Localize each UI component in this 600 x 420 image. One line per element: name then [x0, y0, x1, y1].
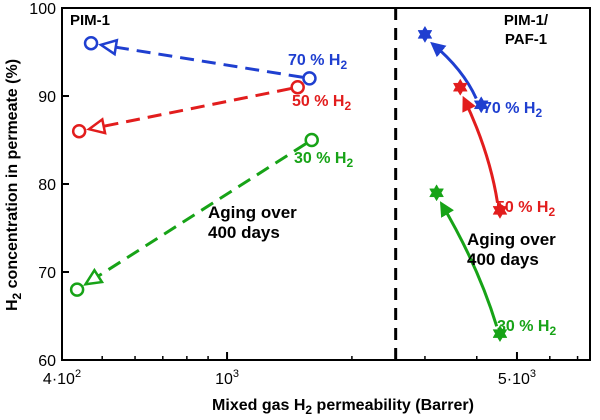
x-tick-label: 5·103: [498, 368, 536, 388]
annotation-left: Aging over 400 days: [208, 203, 297, 242]
y-tick-label: 60: [38, 353, 56, 370]
data-point: [304, 132, 319, 148]
data-point: [71, 123, 87, 139]
panel-title-left: PIM-1: [70, 12, 110, 29]
data-point: [492, 325, 508, 343]
y-tick-label: 80: [38, 177, 56, 194]
panel-title-right: PIM-1/PAF-1: [504, 12, 549, 48]
x-tick-label: 103: [215, 368, 239, 388]
data-point: [69, 282, 85, 297]
series-connector: [115, 45, 303, 79]
data-point: [417, 25, 433, 43]
series-label-right-70: 70 % H2: [483, 100, 542, 120]
series-label-right-50: 50 % H2: [496, 199, 555, 219]
series-label-left-30: 30 % H2: [294, 150, 353, 170]
data-point: [452, 78, 468, 96]
y-tick-label: 90: [38, 89, 56, 106]
series-connector: [103, 87, 292, 128]
arrowhead: [98, 38, 119, 57]
data-point: [290, 79, 305, 95]
series-connector: [430, 41, 478, 100]
plot-area: 60 70 80 90 100 4·102 103 5·103: [29, 1, 591, 388]
y-tick-label: 100: [29, 1, 56, 18]
series-label-left-70: 70 % H2: [288, 52, 347, 72]
data-point: [302, 71, 317, 86]
arrowhead: [83, 267, 105, 286]
y-tick-label: 70: [38, 265, 56, 282]
series-connector: [97, 142, 307, 278]
data-point: [492, 201, 508, 219]
x-tick-label: 4·102: [43, 368, 81, 388]
annotation-right: Aging over 400 days: [467, 230, 556, 269]
series-label-left-50: 50 % H2: [292, 93, 351, 113]
series-connector: [439, 201, 499, 327]
arrowhead: [86, 117, 107, 135]
y-axis-label: H2 concentration in permeate (%): [4, 59, 24, 311]
data-point: [83, 35, 99, 51]
data-point: [429, 184, 444, 202]
series-label-right-30: 30 % H2: [497, 318, 556, 338]
x-axis-label: Mixed gas H2 permeability (Barrer): [212, 397, 474, 417]
series-connector: [462, 95, 500, 204]
